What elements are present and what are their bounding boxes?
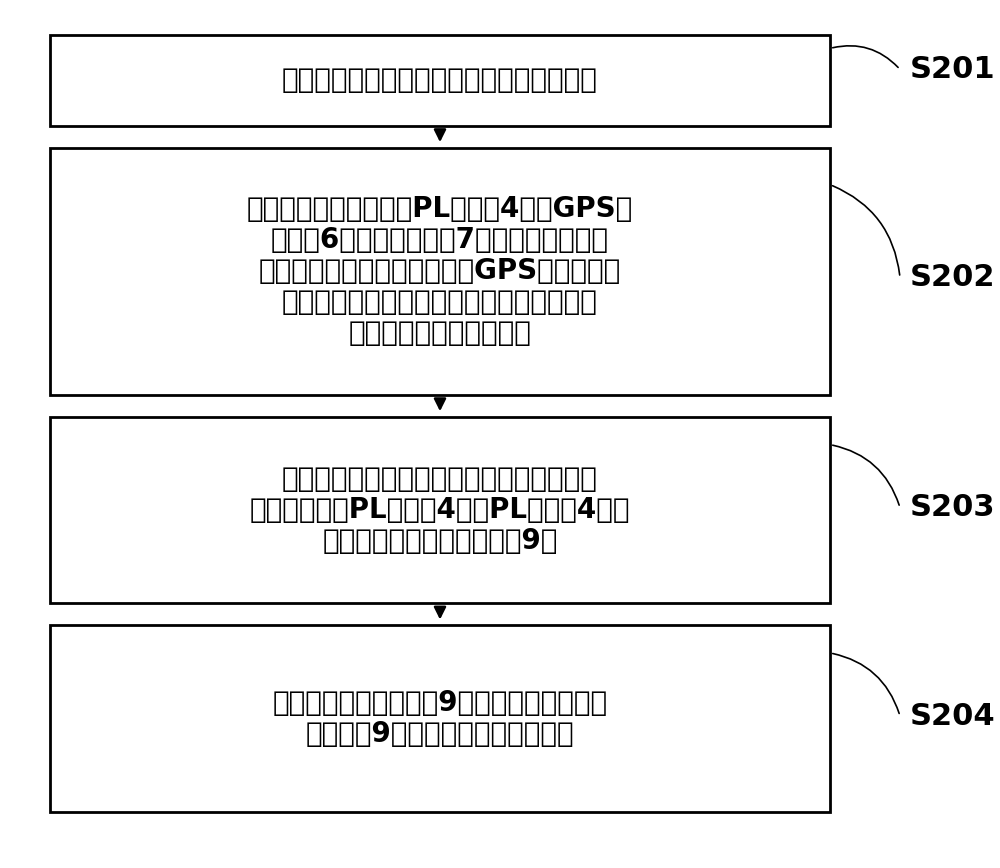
FancyArrowPatch shape bbox=[833, 46, 898, 68]
FancyArrowPatch shape bbox=[833, 445, 899, 505]
Text: S201: S201 bbox=[910, 55, 996, 84]
Bar bbox=[50, 417, 830, 603]
Bar bbox=[50, 625, 830, 812]
Bar bbox=[50, 148, 830, 395]
Text: 述通讯数据包括姿态信息，将GPS地理坐标系: 述通讯数据包括姿态信息，将GPS地理坐标系 bbox=[259, 257, 621, 286]
Bar bbox=[50, 35, 830, 126]
Text: 下坐标转换成雷达坐标系坐标，在一个通讯: 下坐标转换成雷达坐标系坐标，在一个通讯 bbox=[282, 288, 598, 316]
FancyArrowPatch shape bbox=[833, 186, 900, 275]
Text: 将命令字和导航数据计算结果组合拼接，将: 将命令字和导航数据计算结果组合拼接，将 bbox=[282, 465, 598, 493]
Text: 该结果发送给PL模块（4），PL模块（4）转: 该结果发送给PL模块（4），PL模块（4）转 bbox=[250, 496, 630, 524]
Text: 收机（6）、惯导组合（7）的通讯数据，所: 收机（6）、惯导组合（7）的通讯数据，所 bbox=[271, 227, 609, 254]
Text: 换格式发送给雷达传感器（9）: 换格式发送给雷达传感器（9） bbox=[322, 527, 558, 555]
Text: S202: S202 bbox=[910, 263, 996, 293]
Text: 周期内完成导航数据计算: 周期内完成导航数据计算 bbox=[349, 319, 531, 347]
Text: S203: S203 bbox=[910, 493, 996, 523]
Text: 启动命令发送线程，获取应用程序界面参数: 启动命令发送线程，获取应用程序界面参数 bbox=[282, 66, 598, 95]
Text: 传感器（9）回传通讯数据进行解析: 传感器（9）回传通讯数据进行解析 bbox=[306, 720, 574, 747]
Text: S204: S204 bbox=[910, 701, 996, 731]
Text: 同步启动雷达传感器（9）接收线程，对雷达: 同步启动雷达传感器（9）接收线程，对雷达 bbox=[272, 689, 608, 717]
Text: 导航计算线程接收来自PL模块（4）的GPS接: 导航计算线程接收来自PL模块（4）的GPS接 bbox=[247, 195, 633, 223]
FancyArrowPatch shape bbox=[833, 654, 899, 713]
